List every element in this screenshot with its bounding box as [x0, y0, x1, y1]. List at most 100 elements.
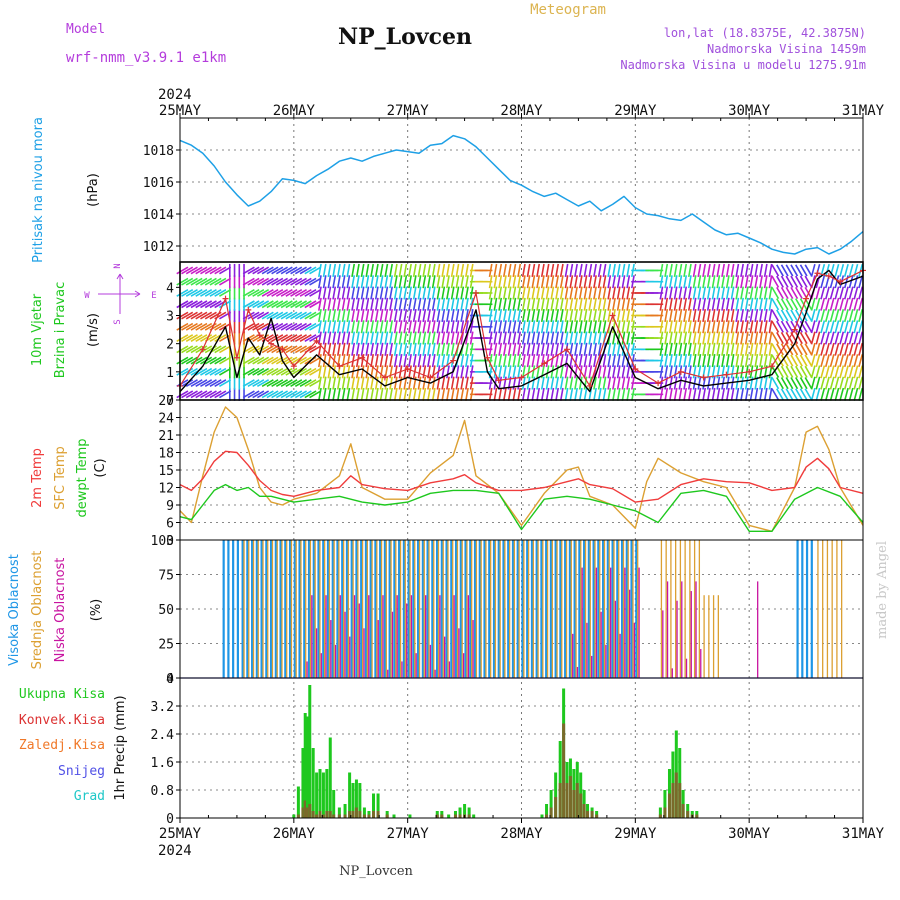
wind-barb: [795, 354, 803, 367]
wind-barb: [730, 297, 735, 311]
wind-barb: [834, 297, 840, 311]
wind-barb: [597, 263, 602, 277]
wind-barb: [318, 331, 322, 345]
wind-barb: [290, 390, 303, 399]
wind-barb: [360, 297, 365, 311]
wind-barb: [593, 275, 597, 289]
wind-barb: [569, 331, 574, 345]
wind-barb: [716, 320, 721, 334]
wind-barb: [664, 308, 669, 323]
wind-barb: [365, 365, 370, 379]
pressure-line: [179, 134, 864, 255]
y-tick-label: 0.8: [151, 784, 174, 799]
wind-barb: [602, 308, 607, 323]
wind-barb: [824, 365, 830, 379]
precip-convective-bar: [318, 811, 322, 818]
wind-barb: [725, 387, 730, 401]
wind-barb: [763, 263, 768, 277]
wind-barb: [521, 376, 526, 390]
wind-barb: [834, 342, 840, 356]
y-tick-label: 3: [166, 310, 174, 325]
sfctemp-axis-label: SFC Temp: [53, 446, 68, 510]
wind-barb: [327, 320, 332, 334]
wind-barb: [795, 388, 803, 401]
precip-total-bar: [658, 807, 662, 818]
wind-barb: [256, 345, 270, 354]
wind-barb: [768, 275, 773, 289]
wind-barb: [185, 266, 198, 275]
wind-barb: [683, 308, 688, 323]
wind-barb: [785, 343, 794, 356]
wind-barb: [256, 322, 270, 331]
wind-barb: [815, 297, 821, 311]
wind-barb: [785, 354, 794, 367]
wind-barb: [616, 263, 621, 277]
wind-barb: [285, 266, 298, 275]
wind-barb: [204, 277, 217, 286]
wind-barb: [673, 263, 678, 277]
wind-gust-marker: [655, 380, 662, 387]
wind-barb: [754, 331, 759, 345]
wind-barb: [540, 286, 545, 300]
wind-barb: [804, 332, 813, 345]
wind-barb: [555, 376, 559, 390]
wind-barb: [555, 320, 559, 334]
wind-barb: [488, 275, 493, 289]
wind-barb: [190, 345, 203, 354]
wind-barb: [607, 376, 612, 390]
wind-barb: [853, 297, 859, 311]
wind-barb: [550, 376, 555, 390]
wind-barb: [583, 286, 588, 300]
wind-barb: [531, 308, 536, 323]
wind-barb: [266, 345, 279, 354]
wind-barb: [668, 286, 673, 300]
wind-barb: [716, 286, 721, 300]
wind-barb: [740, 387, 744, 401]
wind-barb: [280, 311, 293, 320]
wind-barb: [602, 387, 607, 401]
wind-barb: [488, 354, 493, 368]
wind-barb: [384, 387, 389, 401]
wind-barb: [465, 342, 469, 356]
wind-barb: [403, 331, 408, 345]
wind-barb: [790, 298, 799, 311]
wind-barb: [436, 297, 441, 311]
wind-barb: [465, 365, 469, 379]
wind-barb: [616, 376, 621, 390]
wind-barb: [176, 367, 189, 376]
wind-barb: [678, 387, 683, 401]
precip-total-bar: [305, 716, 309, 818]
wind-barb: [702, 376, 707, 390]
wind-barb: [858, 286, 864, 300]
wind-barb: [365, 286, 370, 300]
wind-barb: [839, 376, 845, 390]
wind-barb: [607, 308, 612, 323]
wind-barb: [626, 286, 631, 300]
wind-barb: [716, 354, 721, 368]
wind-barb: [559, 365, 564, 379]
wind-barb: [559, 308, 564, 323]
wind-barb: [578, 342, 583, 356]
wind-barb: [569, 365, 574, 379]
wind-barb: [536, 297, 541, 311]
wind-barb: [379, 342, 384, 356]
wind-barb: [526, 263, 531, 277]
wind-barb: [498, 263, 503, 277]
wind-gust-marker: [723, 371, 730, 378]
wind-barb: [740, 331, 744, 345]
wind-barb: [441, 308, 446, 323]
line-layer: [177, 134, 866, 532]
wind-barb: [683, 376, 688, 390]
wind-barb: [408, 297, 412, 311]
precip-convective-bar: [325, 811, 329, 818]
bottom-day-label: 27MAY: [387, 826, 430, 842]
wind-barb: [706, 331, 711, 345]
wind-barb: [759, 376, 763, 390]
wind-barb: [355, 331, 360, 345]
wind-barb: [711, 331, 716, 345]
wind-barb: [771, 332, 780, 345]
wind-barb: [488, 342, 493, 356]
wind-barb: [799, 388, 808, 401]
wind-barb: [498, 387, 503, 401]
wind-barb: [465, 376, 469, 390]
